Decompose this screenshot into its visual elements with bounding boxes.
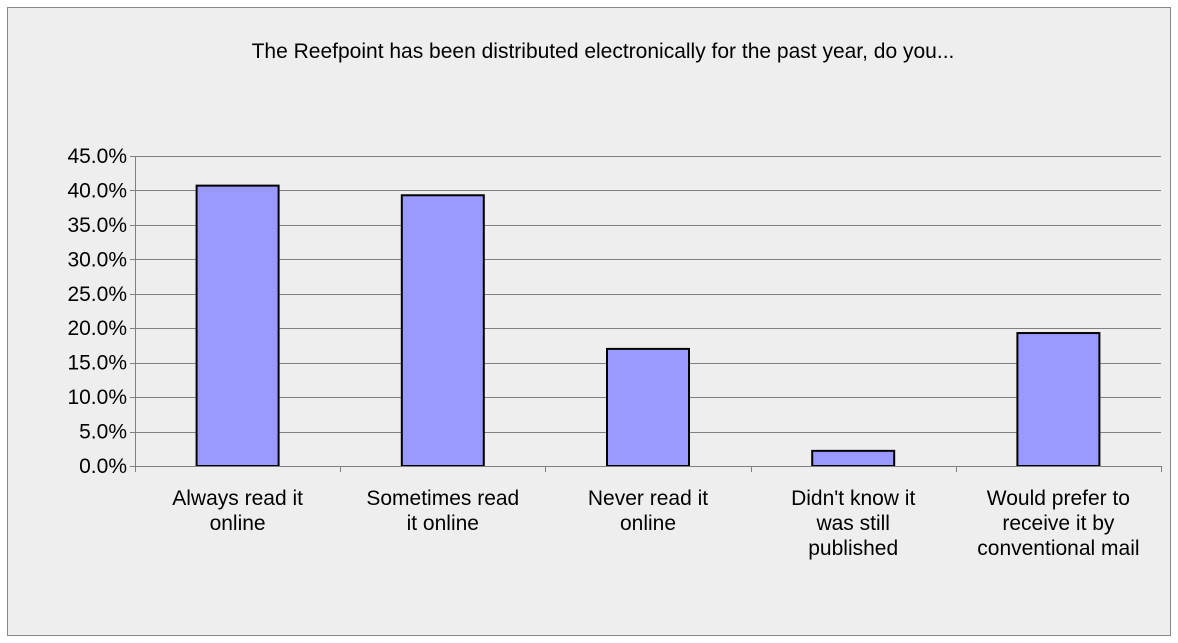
category-label-line: it online [407, 512, 479, 535]
axes [130, 156, 1162, 472]
bar [1016, 332, 1101, 467]
category-label-line: was still [815, 512, 890, 535]
category-label: Always read it online [172, 487, 303, 535]
y-tick-label: 20.0% [67, 317, 127, 340]
bars [195, 184, 1101, 468]
category-label-line: online [620, 512, 676, 535]
y-tick-label: 40.0% [67, 179, 127, 202]
category-label: Never read it online [588, 487, 708, 535]
y-tick-label: 45.0% [67, 145, 127, 168]
category-label-line: Didn't know it [791, 487, 915, 510]
category-label: Sometimes read it online [366, 487, 519, 535]
chart-title: The Reefpoint has been distributed elect… [252, 40, 955, 63]
y-tick-label: 15.0% [67, 352, 127, 375]
y-tick-labels: 0.0% 5.0% 10.0% 15.0% 20.0% 25.0% 30.0% 35.0% 40… [67, 145, 127, 478]
y-tick-label: 35.0% [67, 214, 127, 237]
category-label-line: Sometimes read [366, 487, 519, 510]
category-label-line: Would prefer to [987, 487, 1130, 510]
gridlines [135, 156, 1161, 433]
y-tick-label: 10.0% [67, 386, 127, 409]
bar [400, 194, 485, 467]
category-label-line: Never read it [588, 487, 708, 510]
category-label-line: Always read it [172, 487, 303, 510]
category-label-line: published [808, 537, 898, 560]
category-label-line: receive it by [1002, 512, 1115, 535]
bar [811, 449, 896, 468]
bar [195, 184, 280, 467]
bar [606, 347, 690, 467]
y-tick-label: 5.0% [79, 421, 127, 444]
category-label-line: conventional mail [977, 537, 1139, 560]
y-tick-label: 25.0% [67, 283, 127, 306]
category-label-line: online [210, 512, 266, 535]
category-label: Would prefer to receive it by conventional… [977, 487, 1139, 560]
category-label: Didn't know it was still published [791, 487, 915, 560]
y-tick-label: 0.0% [79, 455, 127, 478]
y-tick-label: 30.0% [67, 248, 127, 271]
